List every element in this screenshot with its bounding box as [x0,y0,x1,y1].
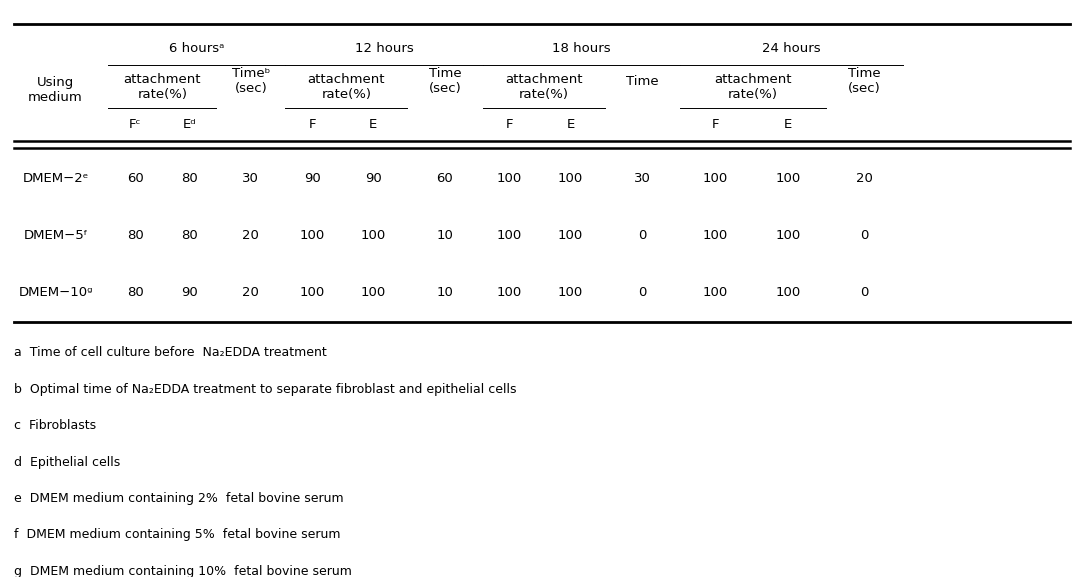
Text: 80: 80 [127,286,144,299]
Text: Time
(sec): Time (sec) [428,68,462,96]
Text: a  Time of cell culture before  Na₂EDDA treatment: a Time of cell culture before Na₂EDDA tr… [14,346,326,359]
Text: 100: 100 [702,228,727,242]
Text: d  Epithelial cells: d Epithelial cells [14,456,120,469]
Text: F: F [506,118,514,132]
Text: 30: 30 [243,171,259,185]
Text: Using
medium: Using medium [28,76,83,104]
Text: DMEM−5ᶠ: DMEM−5ᶠ [24,228,88,242]
Text: 30: 30 [634,171,650,185]
Text: 10: 10 [437,228,453,242]
Text: 100: 100 [558,286,583,299]
Text: g  DMEM medium containing 10%  fetal bovine serum: g DMEM medium containing 10% fetal bovin… [14,565,351,577]
Text: attachment
rate(%): attachment rate(%) [714,73,791,101]
Text: 100: 100 [775,171,800,185]
Text: 0: 0 [638,228,646,242]
Text: 90: 90 [365,171,382,185]
Text: 20: 20 [243,286,259,299]
Text: DMEM−10ᵍ: DMEM−10ᵍ [18,286,93,299]
Text: Time
(sec): Time (sec) [848,68,881,96]
Text: E: E [784,118,792,132]
Text: 6 hoursᵃ: 6 hoursᵃ [169,43,224,55]
Text: 100: 100 [775,286,800,299]
Text: attachment
rate(%): attachment rate(%) [124,73,202,101]
Text: Time: Time [625,75,659,88]
Text: 100: 100 [498,171,522,185]
Text: DMEM−2ᵉ: DMEM−2ᵉ [23,171,89,185]
Text: 0: 0 [861,228,868,242]
Text: 90: 90 [181,286,197,299]
Text: 100: 100 [775,228,800,242]
Text: 10: 10 [437,286,453,299]
Text: F: F [711,118,719,132]
Text: Eᵈ: Eᵈ [182,118,196,132]
Text: Fᶜ: Fᶜ [129,118,142,132]
Text: f  DMEM medium containing 5%  fetal bovine serum: f DMEM medium containing 5% fetal bovine… [14,529,340,541]
Text: 100: 100 [702,171,727,185]
Text: E: E [369,118,377,132]
Text: 100: 100 [558,228,583,242]
Text: 100: 100 [558,171,583,185]
Text: 100: 100 [361,228,386,242]
Text: 20: 20 [243,228,259,242]
Text: 0: 0 [861,286,868,299]
Text: attachment
rate(%): attachment rate(%) [505,73,582,101]
Text: attachment
rate(%): attachment rate(%) [308,73,385,101]
Text: 100: 100 [498,286,522,299]
Text: 20: 20 [856,171,873,185]
Text: 24 hours: 24 hours [762,43,821,55]
Text: 100: 100 [299,228,325,242]
Text: 18 hours: 18 hours [552,43,610,55]
Text: 100: 100 [702,286,727,299]
Text: 80: 80 [181,228,197,242]
Text: 12 hours: 12 hours [354,43,413,55]
Text: 60: 60 [127,171,144,185]
Text: 100: 100 [299,286,325,299]
Text: E: E [567,118,575,132]
Text: c  Fibroblasts: c Fibroblasts [14,419,95,432]
Text: 100: 100 [498,228,522,242]
Text: Timeᵇ
(sec): Timeᵇ (sec) [232,68,270,96]
Text: 100: 100 [361,286,386,299]
Text: e  DMEM medium containing 2%  fetal bovine serum: e DMEM medium containing 2% fetal bovine… [14,492,344,505]
Text: 80: 80 [127,228,144,242]
Text: 60: 60 [437,171,453,185]
Text: F: F [309,118,317,132]
Text: 80: 80 [181,171,197,185]
Text: 0: 0 [638,286,646,299]
Text: 90: 90 [304,171,321,185]
Text: b  Optimal time of Na₂EDDA treatment to separate fibroblast and epithelial cells: b Optimal time of Na₂EDDA treatment to s… [14,383,516,396]
